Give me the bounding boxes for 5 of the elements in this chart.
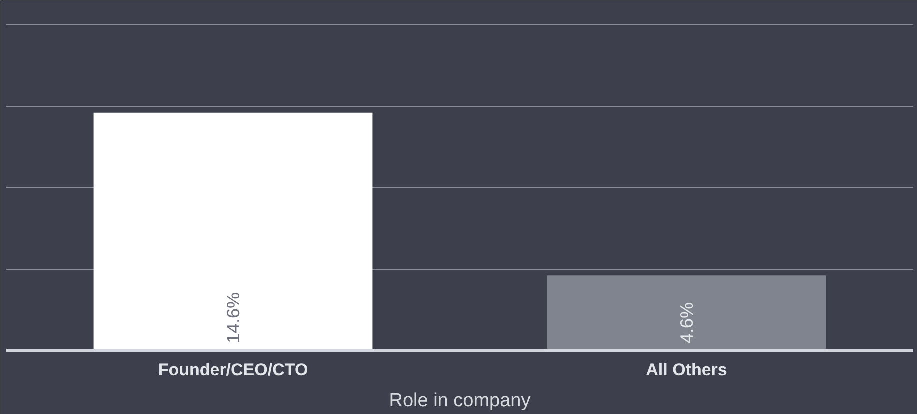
x-tick-label: Founder/CEO/CTO — [158, 360, 308, 380]
data-label: 14.6% — [223, 292, 244, 344]
data-label: 4.6% — [676, 302, 697, 344]
x-tick-label: All Others — [646, 360, 728, 380]
x-axis-title: Role in company — [389, 390, 532, 412]
